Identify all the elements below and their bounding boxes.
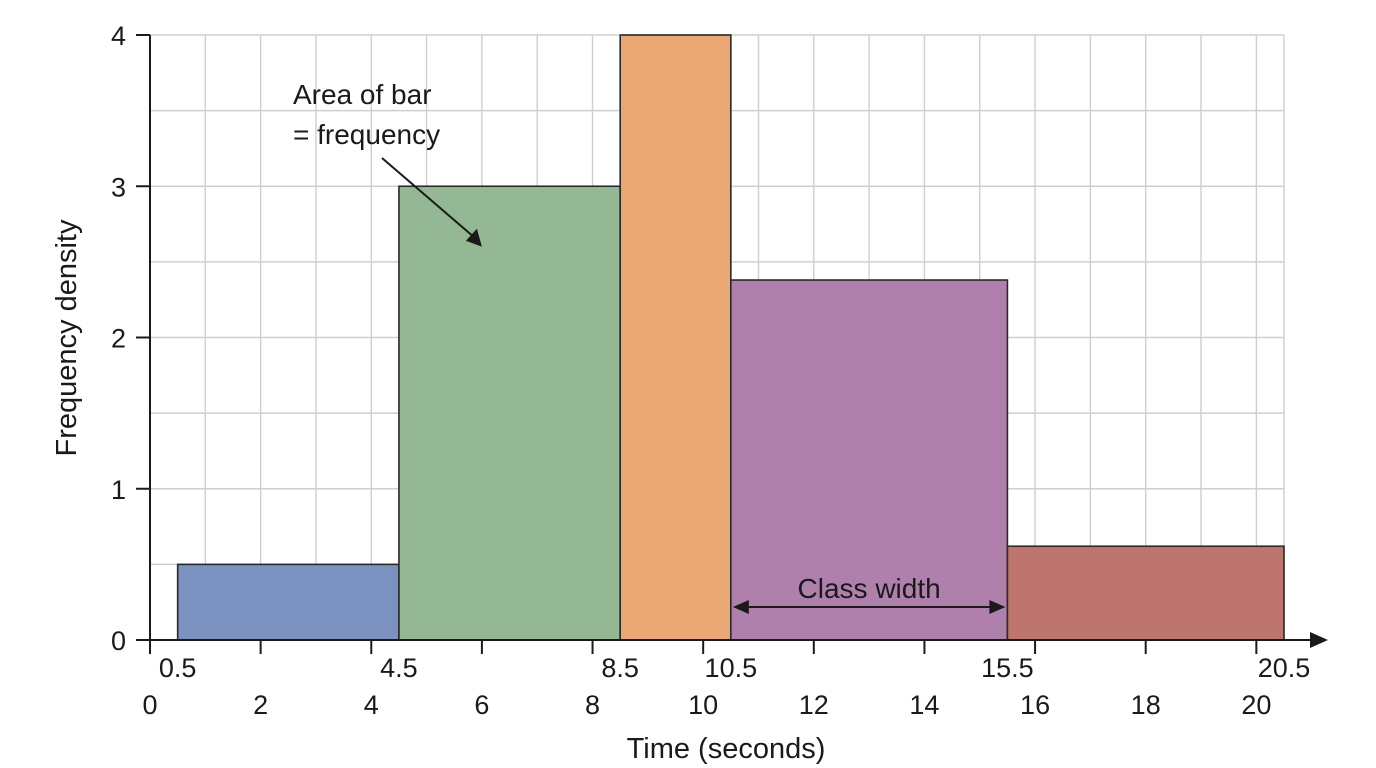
x-tick-label: 10 [688,690,718,720]
x-boundary-label: 20.5 [1258,653,1311,683]
x-boundary-label: 15.5 [981,653,1034,683]
y-tick-label: 3 [111,172,126,202]
x-tick-label: 12 [799,690,829,720]
x-tick-label: 16 [1020,690,1050,720]
y-tick-label: 0 [111,626,126,656]
y-tick-label: 4 [111,21,126,51]
x-axis-arrowhead [1310,632,1328,648]
x-tick-label: 18 [1131,690,1161,720]
histogram-bar [730,279,1009,641]
histogram-bar [176,563,400,641]
x-boundary-label: 10.5 [705,653,758,683]
x-tick-label: 14 [909,690,939,720]
x-tick-label: 2 [253,690,268,720]
area-note-line-1: Area of bar [293,79,432,110]
y-tick-label: 1 [111,475,126,505]
x-tick-label: 0 [142,690,157,720]
class-width-arrowhead-left [732,600,749,614]
class-width-label: Class width [798,573,941,604]
x-tick-label: 4 [364,690,379,720]
bars [176,34,1285,641]
class-width-arrowhead-right [989,600,1006,614]
area-note-arrow-shaft [381,157,477,240]
y-tick-label: 2 [111,324,126,354]
x-tick-label: 6 [474,690,489,720]
x-axis-title: Time (seconds) [627,733,826,765]
x-boundary-label: 4.5 [380,653,418,683]
annotations: Area of bar = frequency Class width [293,79,1006,614]
x-boundary-label: 0.5 [159,653,197,683]
x-tick-label: 8 [585,690,600,720]
area-note-line-2: = frequency [293,119,440,150]
histogram-bar [619,34,732,641]
histogram-bar [398,185,621,641]
y-axis-title: Frequency density [51,219,83,456]
area-note-arrowhead [465,228,482,247]
x-boundary-label: 8.5 [601,653,639,683]
histogram-bar [1006,545,1285,641]
x-tick-label: 20 [1241,690,1271,720]
